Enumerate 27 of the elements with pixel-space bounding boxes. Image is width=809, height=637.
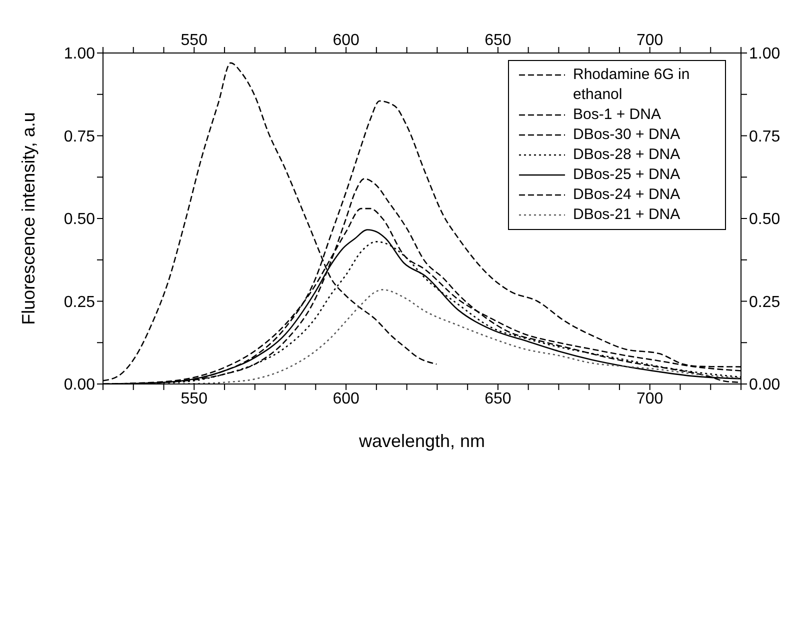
x2-tick-label: 700 [636, 390, 664, 408]
y2-tick-label: 0.50 [749, 211, 780, 228]
legend-label: Rhodamine 6G in ethanol [573, 65, 691, 105]
x2-tick-label: 650 [484, 390, 512, 408]
y-tick-label: 0.00 [64, 376, 96, 394]
y2-tick-label: 0.25 [749, 294, 780, 311]
x-tick-label: 700 [636, 32, 664, 49]
legend-label: DBos-28 + DNA [573, 145, 682, 165]
y2-tick-label: 0.00 [749, 376, 780, 394]
y-tick-label: 0.50 [64, 211, 96, 228]
x-tick-label: 600 [332, 32, 360, 49]
y2-tick-label: 1.00 [749, 46, 780, 63]
y-tick-label: 1.00 [64, 46, 96, 63]
y-tick-label: 0.75 [64, 128, 96, 146]
x2-tick-label: 600 [332, 390, 360, 408]
y2-tick-label: 0.75 [749, 128, 780, 146]
x-tick-label: 550 [180, 32, 208, 49]
legend-label: DBos-24 + DNA [573, 185, 682, 205]
y-axis-title: Fluorescence intensity, a.u [18, 112, 38, 325]
x2-tick-label: 550 [180, 390, 208, 408]
legend-label: Bos-1 + DNA [573, 105, 662, 125]
y-tick-label: 0.25 [64, 294, 96, 311]
legend-label: DBos-21 + DNA [573, 205, 682, 225]
x-axis-title: wavelength, nm [358, 431, 486, 451]
legend-label: DBos-25 + DNA [573, 165, 682, 185]
legend-label: DBos-30 + DNA [573, 125, 682, 145]
x-tick-label: 650 [484, 32, 512, 49]
